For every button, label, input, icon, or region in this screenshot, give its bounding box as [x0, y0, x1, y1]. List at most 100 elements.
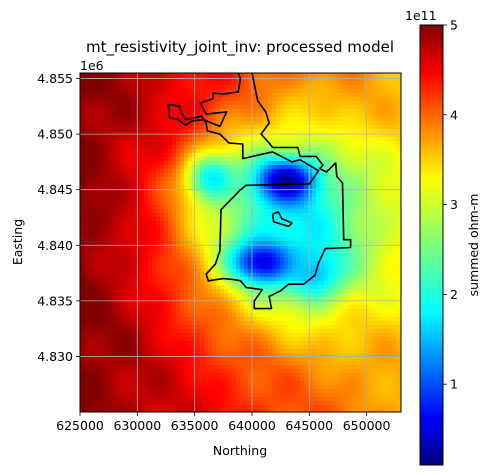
- heatmap-cell: [228, 173, 233, 178]
- heatmap-cell: [140, 257, 145, 262]
- heatmap-cell: [384, 193, 389, 198]
- heatmap-cell: [280, 117, 285, 122]
- heatmap-cell: [100, 281, 105, 286]
- heatmap-cell: [396, 197, 401, 202]
- heatmap-cell: [196, 133, 201, 138]
- heatmap-cell: [256, 77, 261, 82]
- heatmap-cell: [296, 253, 301, 258]
- heatmap-cell: [272, 97, 277, 102]
- heatmap-cell: [324, 85, 329, 90]
- heatmap-cell: [112, 233, 117, 238]
- heatmap-cell: [156, 273, 161, 278]
- heatmap-cell: [160, 157, 165, 162]
- heatmap-cell: [188, 129, 193, 134]
- heatmap-cell: [168, 301, 173, 306]
- heatmap-cell: [232, 265, 237, 270]
- heatmap-cell: [132, 113, 137, 118]
- heatmap-cell: [276, 269, 281, 274]
- heatmap-cell: [180, 209, 185, 214]
- heatmap-cell: [384, 85, 389, 90]
- heatmap-cell: [256, 121, 261, 126]
- heatmap-cell: [392, 165, 397, 170]
- heatmap-cell: [164, 117, 169, 122]
- heatmap-cell: [180, 249, 185, 254]
- heatmap-cell: [152, 97, 157, 102]
- heatmap-cell: [172, 281, 177, 286]
- heatmap-cell: [232, 169, 237, 174]
- heatmap-cell: [164, 217, 169, 222]
- heatmap-cell: [228, 257, 233, 262]
- heatmap-cell: [128, 221, 133, 226]
- heatmap-cell: [320, 113, 325, 118]
- heatmap-cell: [280, 221, 285, 226]
- heatmap-cell: [108, 241, 113, 246]
- heatmap-cell: [88, 237, 93, 242]
- heatmap-cell: [292, 289, 297, 294]
- heatmap-cell: [96, 257, 101, 262]
- heatmap-cell: [188, 85, 193, 90]
- heatmap-cell: [224, 181, 229, 186]
- heatmap-cell: [184, 317, 189, 322]
- heatmap-cell: [84, 173, 89, 178]
- heatmap-cell: [240, 125, 245, 130]
- heatmap-cell: [268, 313, 273, 318]
- heatmap-cell: [180, 129, 185, 134]
- heatmap-cell: [96, 161, 101, 166]
- heatmap-cell: [324, 105, 329, 110]
- heatmap-cell: [104, 301, 109, 306]
- heatmap-cell: [308, 85, 313, 90]
- heatmap-cell: [236, 109, 241, 114]
- heatmap-cell: [280, 141, 285, 146]
- heatmap-cell: [248, 229, 253, 234]
- heatmap-cell: [340, 109, 345, 114]
- heatmap-cell: [148, 225, 153, 230]
- heatmap-cell: [260, 241, 265, 246]
- heatmap-cell: [96, 205, 101, 210]
- heatmap-cell: [296, 181, 301, 186]
- heatmap-cell: [352, 125, 357, 130]
- heatmap-cell: [380, 273, 385, 278]
- heatmap-cell: [252, 209, 257, 214]
- heatmap-cell: [392, 237, 397, 242]
- heatmap-cell: [212, 149, 217, 154]
- heatmap-cell: [164, 73, 169, 78]
- heatmap-cell: [376, 105, 381, 110]
- heatmap-cell: [368, 125, 373, 130]
- heatmap-cell: [184, 301, 189, 306]
- heatmap-cell: [376, 133, 381, 138]
- heatmap-cell: [360, 109, 365, 114]
- heatmap-cell: [320, 169, 325, 174]
- heatmap-cell: [188, 317, 193, 322]
- heatmap-cell: [316, 305, 321, 310]
- heatmap-cell: [92, 209, 97, 214]
- heatmap-cell: [184, 85, 189, 90]
- heatmap-cell: [160, 249, 165, 254]
- heatmap-cell: [212, 265, 217, 270]
- heatmap-cell: [92, 305, 97, 310]
- heatmap-cell: [152, 149, 157, 154]
- heatmap-cell: [388, 285, 393, 290]
- heatmap-cell: [372, 125, 377, 130]
- heatmap-cell: [232, 213, 237, 218]
- heatmap-cell: [140, 265, 145, 270]
- heatmap-cell: [220, 209, 225, 214]
- heatmap-cell: [336, 109, 341, 114]
- heatmap-cell: [260, 109, 265, 114]
- heatmap-cell: [328, 173, 333, 178]
- heatmap-cell: [344, 301, 349, 306]
- heatmap-cell: [128, 153, 133, 158]
- heatmap-cell: [300, 85, 305, 90]
- heatmap-cell: [240, 205, 245, 210]
- heatmap-cell: [184, 241, 189, 246]
- heatmap-cell: [176, 245, 181, 250]
- heatmap-cell: [272, 289, 277, 294]
- heatmap-cell: [104, 97, 109, 102]
- heatmap-cell: [212, 221, 217, 226]
- heatmap-cell: [172, 213, 177, 218]
- heatmap-cell: [388, 193, 393, 198]
- heatmap-cell: [296, 133, 301, 138]
- heatmap-cell: [156, 213, 161, 218]
- heatmap-cell: [280, 137, 285, 142]
- heatmap-cell: [272, 89, 277, 94]
- heatmap-cell: [180, 149, 185, 154]
